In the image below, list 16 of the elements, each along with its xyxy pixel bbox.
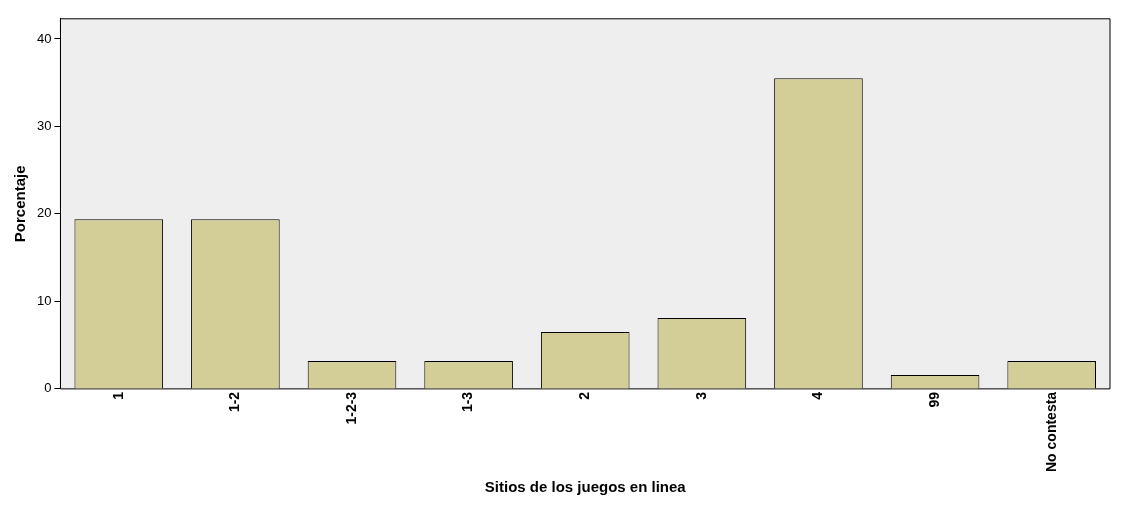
y-tick-label: 0 xyxy=(44,380,52,396)
x-tick-label: 3 xyxy=(692,391,709,400)
x-axis-title: Sitios de los juegos en linea xyxy=(484,478,687,496)
x-tick-label: 1-2 xyxy=(226,391,243,413)
x-tick-label: 2 xyxy=(576,391,593,400)
x-tick-label: 1 xyxy=(109,391,126,400)
y-tick-label: 30 xyxy=(36,117,52,133)
y-axis-title: Porcentaje xyxy=(11,165,29,243)
x-tick-label: 1-3 xyxy=(459,391,476,413)
y-tick-label: 40 xyxy=(36,30,52,46)
y-tick-label: 10 xyxy=(36,292,52,308)
x-tick-label: No contesta xyxy=(1042,391,1059,472)
x-tick-label: 1-2-3 xyxy=(342,391,359,425)
y-tick-label: 20 xyxy=(36,205,52,221)
x-tick-label: 99 xyxy=(925,391,942,408)
x-tick-label: 4 xyxy=(809,391,826,400)
